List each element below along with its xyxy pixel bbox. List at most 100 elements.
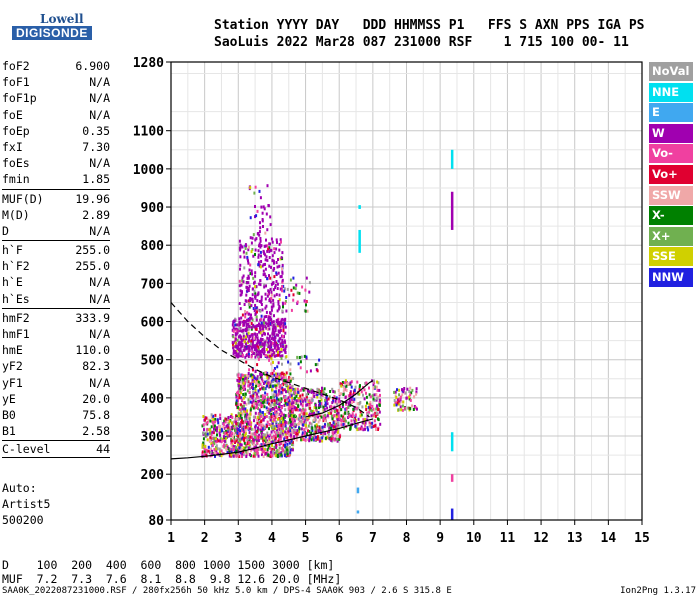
echo-point	[301, 387, 304, 391]
echo-point	[364, 418, 367, 421]
echo-point	[269, 408, 272, 412]
echo-point	[255, 403, 258, 407]
param-name: foEp	[2, 123, 30, 138]
param-name: foF1p	[2, 91, 37, 106]
echo-point	[309, 409, 312, 413]
param-name: foEs	[2, 156, 30, 171]
echo-point	[334, 425, 337, 429]
echo-point	[282, 443, 285, 447]
echo-point	[278, 376, 281, 380]
echo-point	[321, 393, 324, 397]
echo-point	[259, 387, 262, 391]
echo-point	[326, 398, 328, 402]
echo-point	[244, 425, 247, 429]
echo-points	[201, 149, 454, 520]
echo-point	[239, 389, 242, 393]
echo-point	[291, 448, 294, 452]
echo-point	[263, 345, 266, 349]
echo-point	[376, 404, 378, 408]
echo-point	[214, 438, 217, 442]
echo-point	[280, 386, 283, 390]
echo-point	[277, 300, 280, 303]
echo-point	[243, 303, 246, 306]
echo-point	[270, 341, 273, 345]
echo-point	[219, 417, 222, 420]
echo-point	[262, 273, 265, 277]
echo-point	[353, 388, 356, 392]
echo-point	[249, 272, 252, 276]
echo-point	[250, 342, 252, 346]
echo-point	[283, 413, 285, 417]
echo-point	[251, 236, 254, 240]
echo-point	[242, 453, 245, 457]
echo-point	[248, 387, 251, 391]
legend-entry-noval: NoVal	[649, 62, 693, 81]
echo-point	[265, 415, 268, 418]
echo-point	[279, 409, 282, 413]
echo-point	[255, 381, 258, 385]
echo-point	[266, 376, 269, 380]
echo-point	[241, 452, 244, 456]
echo-point	[295, 434, 298, 438]
echo-point	[228, 434, 231, 438]
echo-point	[364, 427, 366, 431]
echo-point	[262, 442, 265, 445]
echo-point	[282, 429, 285, 433]
echo-point	[232, 320, 235, 324]
echo-point	[255, 342, 258, 346]
echo-point	[257, 454, 260, 458]
echo-point	[296, 417, 299, 421]
echo-point	[308, 390, 311, 394]
echo-point	[326, 424, 329, 428]
echo-point	[318, 406, 320, 410]
param-value: N/A	[89, 107, 110, 122]
legend-entry-x: X+	[649, 226, 693, 246]
echo-point	[281, 301, 284, 305]
echo-point	[341, 424, 344, 428]
echo-point	[246, 332, 249, 336]
echo-point	[278, 248, 281, 252]
echo-point	[238, 396, 241, 400]
echo-point	[289, 400, 292, 404]
echo-point	[415, 392, 418, 396]
y-tick-label: 80	[148, 514, 164, 529]
param-value: N/A	[89, 223, 110, 238]
echo-point	[277, 307, 280, 311]
echo-point	[249, 408, 252, 412]
echo-point	[249, 435, 252, 439]
echo-point	[243, 345, 246, 349]
echo-point	[272, 268, 275, 272]
echo-point	[273, 247, 276, 251]
echo-point	[231, 341, 234, 345]
echo-point	[311, 390, 314, 393]
echo-point	[246, 379, 249, 383]
echo-point	[259, 196, 262, 200]
echo-point	[245, 436, 248, 440]
echo-point	[257, 255, 260, 259]
echo-point	[223, 439, 226, 443]
echo-point	[371, 405, 374, 408]
echo-point	[282, 303, 284, 307]
echo-point	[350, 385, 353, 389]
echo-point	[355, 423, 358, 427]
echo-point	[317, 415, 319, 419]
echo-point	[206, 427, 209, 431]
echo-point	[247, 276, 250, 280]
echo-point	[268, 316, 271, 319]
echo-point	[259, 331, 262, 335]
x-tick-label: 3	[234, 531, 242, 546]
echo-point	[232, 352, 235, 356]
echo-point	[372, 387, 375, 391]
echo-point	[236, 431, 239, 435]
echo-point	[345, 408, 348, 412]
echo-point	[264, 391, 267, 395]
echo-point	[247, 426, 250, 430]
echo-point	[211, 443, 214, 447]
o-trace-curve	[170, 418, 374, 460]
echo-point	[240, 403, 242, 407]
param-value: 20.0	[82, 391, 110, 406]
echo-point	[289, 426, 291, 430]
echo-point	[324, 401, 327, 405]
echo-point	[264, 325, 267, 329]
echo-point	[409, 407, 412, 411]
